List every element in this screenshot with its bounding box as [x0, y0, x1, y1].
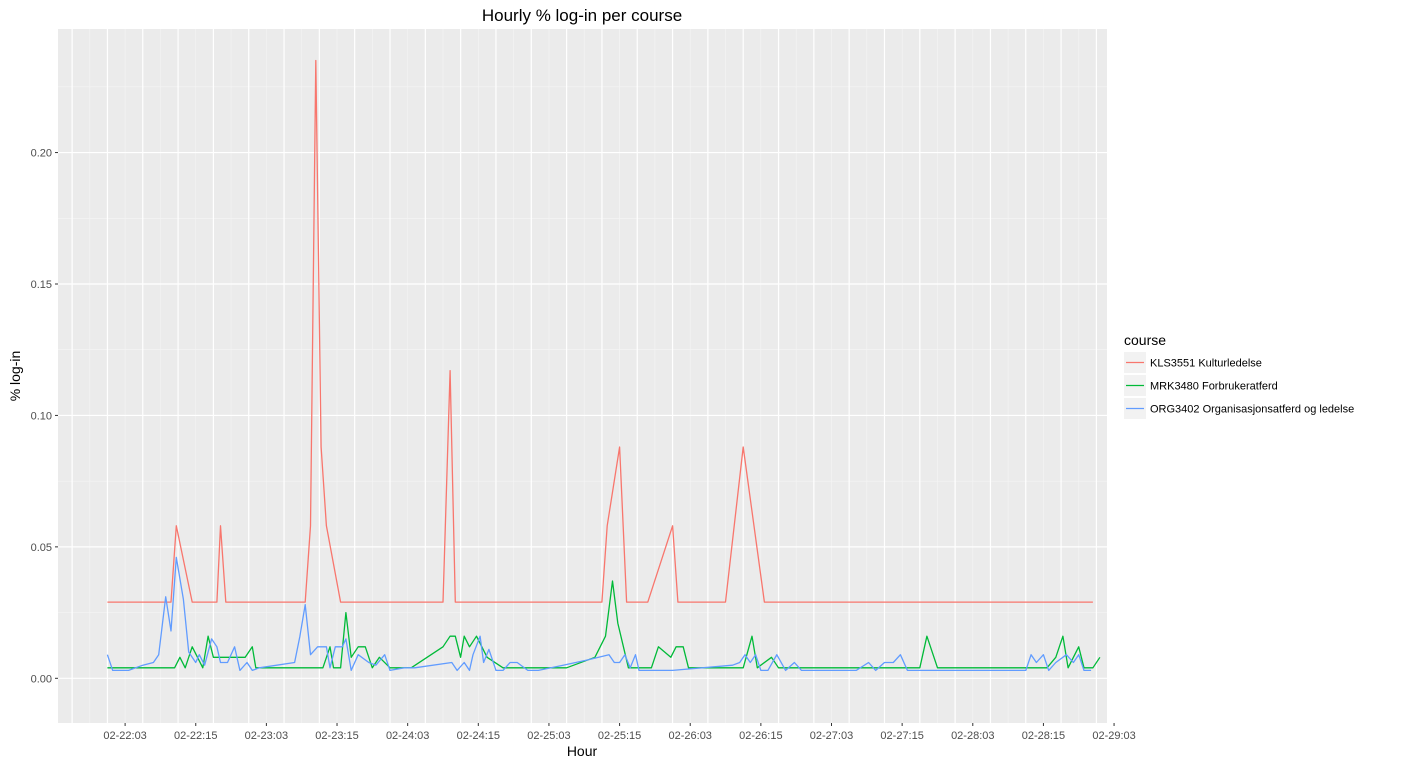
- x-tick-label: 02-24:03: [386, 730, 429, 742]
- x-tick-label: 02-22:03: [103, 730, 146, 742]
- x-tick-label: 02-22:15: [174, 730, 217, 742]
- y-tick-label: 0.15: [31, 279, 52, 291]
- chart-title: Hourly % log-in per course: [482, 6, 682, 25]
- x-tick-label: 02-23:03: [245, 730, 288, 742]
- x-tick-label: 02-26:15: [739, 730, 782, 742]
- series-line: [106, 556, 1092, 672]
- y-axis-title: % log-in: [7, 351, 23, 402]
- y-tick-label: 0.10: [31, 410, 52, 422]
- x-axis-title: Hour: [567, 743, 598, 759]
- series-line: [107, 59, 1093, 603]
- x-tick-label: 02-26:03: [669, 730, 712, 742]
- x-tick-label: 02-28:03: [951, 730, 994, 742]
- x-tick-label: 02-27:03: [810, 730, 853, 742]
- legend: course KLS3551 Kulturledelse MRK3480 Forb…: [1124, 332, 1354, 419]
- x-tick-label: 02-27:15: [880, 730, 923, 742]
- grid: [58, 29, 1107, 723]
- legend-title: course: [1124, 332, 1166, 348]
- series-line: [107, 580, 1101, 669]
- y-axis: 0.00 0.05 0.10 0.15 0.20: [31, 148, 58, 685]
- legend-label: ORG3402 Organisasjonsatferd og ledelse: [1150, 404, 1354, 416]
- panel-background: [58, 29, 1107, 723]
- x-tick-label: 02-28:15: [1022, 730, 1065, 742]
- legend-label: KLS3551 Kulturledelse: [1150, 358, 1262, 370]
- x-tick-label: 02-23:15: [315, 730, 358, 742]
- x-tick-label: 02-29:03: [1092, 730, 1135, 742]
- data-lines: [106, 59, 1101, 672]
- y-tick-label: 0.20: [31, 148, 52, 160]
- x-tick-label: 02-24:15: [457, 730, 500, 742]
- y-tick-label: 0.05: [31, 542, 52, 554]
- legend-label: MRK3480 Forbrukeratferd: [1150, 381, 1278, 393]
- x-tick-label: 02-25:03: [527, 730, 570, 742]
- x-tick-label: 02-25:15: [598, 730, 641, 742]
- y-tick-label: 0.00: [31, 673, 52, 685]
- x-axis: 02-22:03 02-22:15 02-23:03 02-23:15 02-24:03…: [103, 723, 1136, 742]
